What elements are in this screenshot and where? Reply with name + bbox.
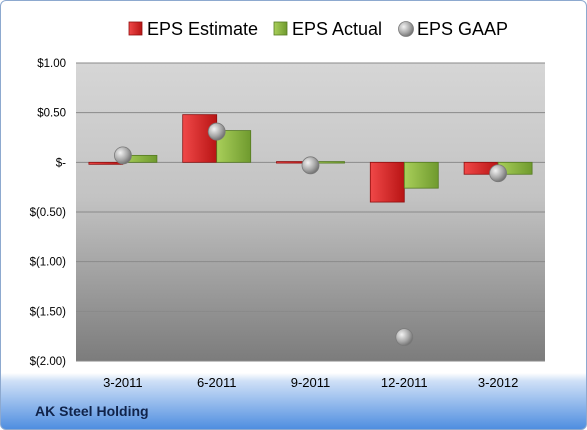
x-axis-ticks: 3-2011 6-2011 9-2011 12-2011 3-2012 (103, 375, 518, 390)
markers (114, 122, 508, 347)
eps-gaap-marker (489, 164, 508, 183)
y-tick-label: $(1.00) (30, 257, 67, 269)
legend-label: EPS Estimate (147, 19, 258, 39)
legend-label: EPS Actual (292, 19, 382, 39)
x-category-label: 3-2011 (103, 375, 143, 390)
y-tick-label: $(0.50) (30, 207, 67, 219)
y-tick-label: $1.00 (37, 58, 66, 70)
legend-swatch (398, 21, 414, 37)
x-category-label: 12-2011 (381, 375, 428, 390)
legend-swatch (273, 21, 288, 36)
y-tick-label: $(1.50) (30, 306, 67, 318)
y-tick-label: $- (56, 157, 66, 169)
eps-actual-bar (403, 161, 439, 189)
eps-gaap-marker (395, 328, 414, 347)
y-tick-label: $0.50 (37, 108, 66, 120)
eps-gaap-marker (301, 156, 320, 175)
x-category-label: 3-2012 (478, 375, 518, 390)
x-category-label: 6-2011 (197, 375, 237, 390)
x-category-label: 9-2011 (291, 375, 331, 390)
eps-estimate-bar (369, 161, 405, 203)
legend: EPS Estimate EPS Actual EPS GAAP (128, 19, 508, 39)
legend-label: EPS GAAP (417, 19, 508, 39)
legend-swatch (128, 21, 143, 36)
eps-gaap-marker (207, 122, 226, 141)
eps-estimate-bar (182, 114, 218, 163)
eps-gaap-marker (114, 146, 132, 165)
y-axis-ticks: $1.00 $0.50 $- $(0.50) $(1.00) $(1.50) $(2.00) (30, 58, 67, 368)
y-tick-label: $(2.00) (30, 356, 67, 368)
company-name: AK Steel Holding (35, 403, 149, 419)
